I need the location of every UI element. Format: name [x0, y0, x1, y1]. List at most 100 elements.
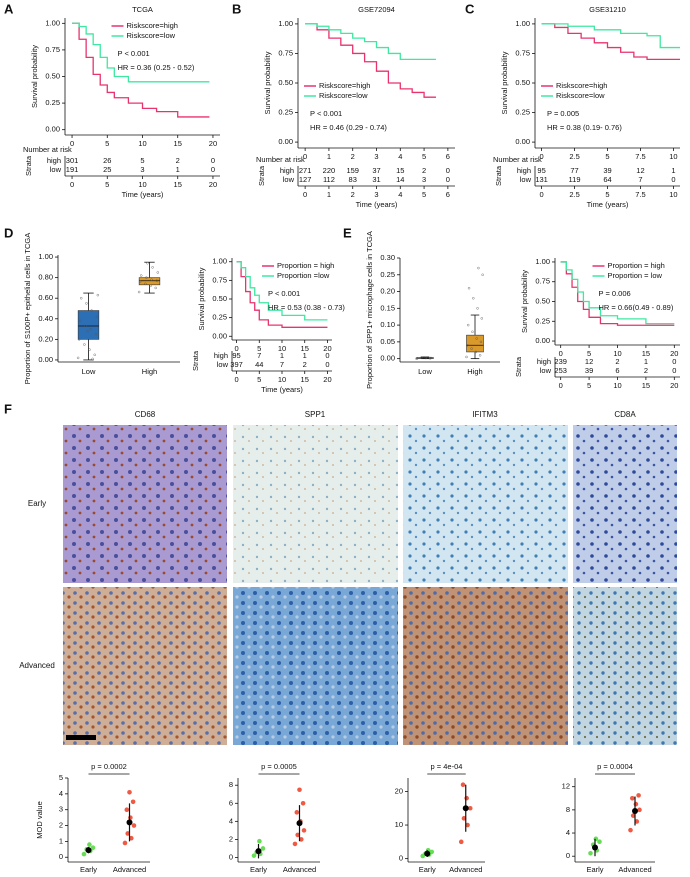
x-tick-label: 0 [303, 152, 307, 161]
risk-count: 253 [554, 366, 567, 375]
x-tick-label: 5 [587, 381, 591, 390]
y-tick-label: 4 [59, 789, 63, 798]
x-tick-label: 5 [257, 375, 261, 384]
point [476, 307, 479, 310]
point [471, 330, 474, 334]
point [88, 348, 91, 351]
y-tick-label: 0.75 [535, 277, 550, 286]
y-tick-label: 0.25 [515, 108, 530, 117]
point [479, 340, 483, 344]
micrograph [233, 425, 398, 583]
x-tick-label: 10 [278, 375, 286, 384]
y-tick-label: 0.10 [380, 320, 395, 329]
panel-label: A [4, 1, 14, 16]
y-tick-label: 0.25 [380, 270, 395, 279]
risk-count: 7 [257, 351, 261, 360]
x-tick-label: 0 [303, 190, 307, 199]
y-tick-label: 0.60 [38, 293, 53, 302]
risk-count: 2 [303, 360, 307, 369]
point [467, 323, 470, 327]
risk-count: 1 [644, 357, 648, 366]
risk-count: 1 [280, 351, 284, 360]
risk-count: 220 [323, 166, 336, 175]
risk-count: 0 [671, 175, 675, 184]
point [146, 262, 149, 265]
micrograph [573, 587, 677, 745]
y-tick-label: 0.05 [380, 337, 395, 346]
y-axis-label: Proportion of S100P+ epithelial cells in… [23, 233, 32, 384]
y-tick-label: 0.50 [212, 294, 227, 303]
x-tick-label: 5 [422, 152, 426, 161]
x-axis-label: Time (years) [122, 190, 164, 199]
y-tick-label: 0.50 [515, 78, 530, 87]
y-tick-label: 0.25 [278, 108, 293, 117]
mean [632, 808, 638, 815]
y-tick-label: 1 [59, 836, 63, 845]
y-tick-label: 0.75 [45, 45, 60, 54]
point [127, 789, 132, 795]
y-tick-label: 2 [229, 834, 233, 843]
y-tick-label: 0.40 [38, 314, 53, 323]
strata-name: high [214, 351, 228, 360]
risk-count: 7 [280, 360, 284, 369]
x-tick-label: 0 [234, 375, 238, 384]
scale-bar [66, 735, 96, 740]
risk-count: 301 [66, 156, 79, 165]
x-tick-label: 10 [613, 349, 621, 358]
risk-count: 7 [638, 175, 642, 184]
risk-table-title: Number at risk [23, 145, 72, 154]
y-axis-label: Survival probability [500, 51, 509, 114]
x-tick-label: 5 [422, 190, 426, 199]
point [474, 350, 478, 354]
y-tick-label: 6 [229, 798, 233, 807]
point [90, 309, 93, 312]
annotation: P < 0.001 [118, 49, 150, 58]
strata-name: high [47, 156, 61, 165]
point [156, 271, 159, 274]
micrograph [63, 425, 227, 583]
x-axis-label: Time (years) [356, 200, 398, 209]
x-tick-label: 2 [351, 152, 355, 161]
y-tick-label: 0.00 [535, 336, 550, 345]
y-axis-label: Proportion of SPP1+ microphage cells in … [365, 231, 374, 389]
annotation: P = 0.006 [599, 289, 631, 298]
risk-count: 1 [176, 165, 180, 174]
mean [255, 848, 262, 855]
y-tick-label: 0.80 [38, 273, 53, 282]
x-axis-label: Time (years) [261, 385, 303, 394]
point [150, 278, 153, 281]
x-tick-label: 15 [642, 381, 650, 390]
x-tick-label: High [142, 367, 157, 376]
point [297, 787, 302, 793]
point [77, 338, 81, 341]
risk-count: 77 [570, 166, 578, 175]
y-tick-label: 2 [59, 821, 63, 830]
mean [85, 847, 92, 854]
survival-curve [236, 261, 328, 328]
point [140, 274, 143, 277]
risk-count: 83 [349, 175, 357, 184]
panel-label: E [343, 225, 352, 240]
risk-count: 95 [232, 351, 240, 360]
y-tick-label: 0 [566, 851, 570, 860]
x-tick-label: 5 [105, 180, 109, 189]
legend-label: Proportion = low [608, 271, 663, 280]
y-tick-label: 0.20 [38, 334, 53, 343]
point [251, 853, 257, 858]
x-tick-label: 4 [398, 190, 402, 199]
x-tick-label: 3 [374, 152, 378, 161]
x-tick-label: Early [419, 865, 436, 874]
point [96, 293, 100, 297]
column-header: CD68 [135, 410, 156, 419]
strata-name: low [540, 366, 552, 375]
legend-label: Proportion = high [608, 261, 665, 270]
risk-table-title: Number at risk [493, 155, 542, 164]
point [465, 355, 468, 359]
point [90, 845, 96, 851]
legend-label: Proportion =low [277, 271, 330, 280]
point [478, 354, 482, 357]
x-tick-label: 0 [540, 152, 544, 161]
point [628, 827, 633, 833]
annotation: HR = 0.53 (0.38 - 0.73) [268, 303, 345, 312]
x-tick-label: 0 [234, 344, 238, 353]
